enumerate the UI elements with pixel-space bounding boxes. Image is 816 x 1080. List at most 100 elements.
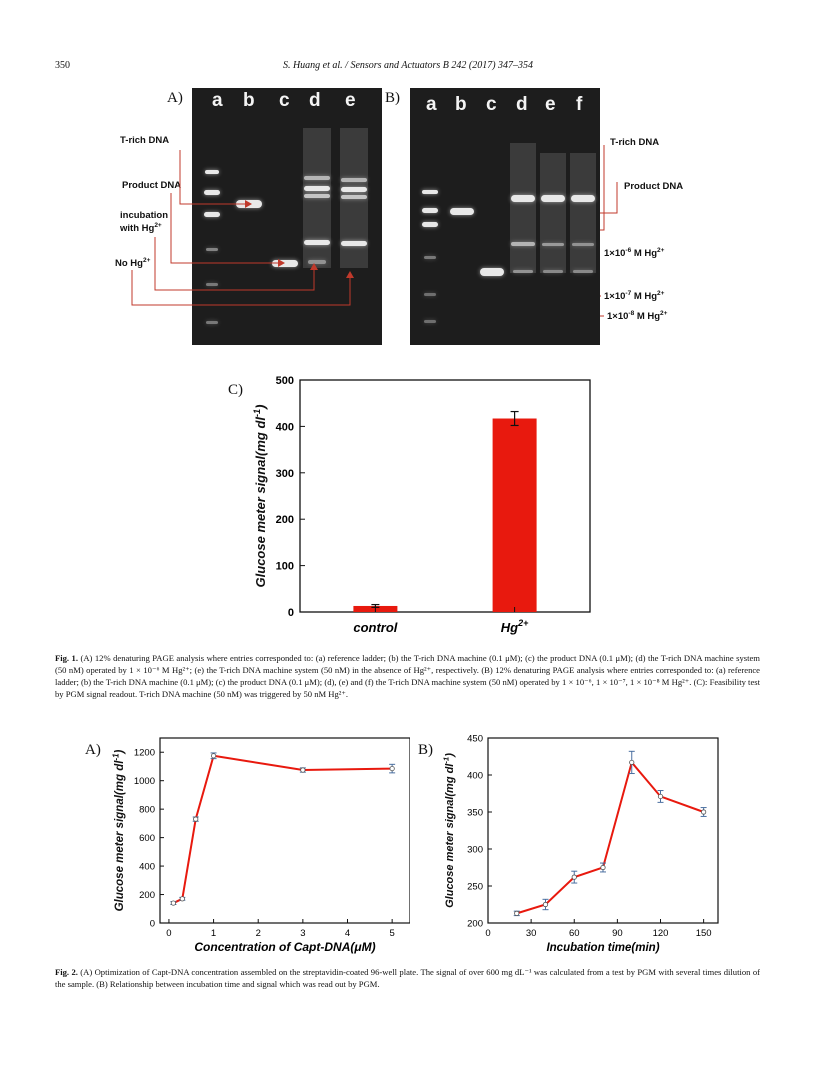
x-tick-label: 30	[526, 928, 537, 939]
gel-band	[205, 170, 219, 174]
fig1-gel-b: a b c d e f	[410, 88, 600, 345]
gel-b-lane-label: e	[545, 94, 556, 115]
y-tick-label: 400	[139, 862, 155, 873]
gel-smear	[570, 153, 596, 273]
data-point	[600, 864, 606, 871]
gel-band	[542, 243, 564, 246]
data-point	[193, 816, 199, 822]
gel-b-lane-label: b	[455, 94, 467, 115]
gel-band	[304, 186, 330, 191]
gel-b-label-conc-1: 1×10-6 M Hg2+	[604, 247, 665, 260]
plot-frame	[299, 379, 591, 613]
y-axis-label: Glucose meter signal(mg dl-1)	[111, 749, 126, 911]
gel-band	[341, 195, 367, 199]
fig2-panel-a-letter: A)	[85, 742, 101, 758]
y-tick-label: 200	[467, 919, 483, 930]
y-tick-label: 100	[276, 561, 294, 573]
x-tick-label: 4	[345, 928, 350, 939]
y-tick-label: 0	[150, 919, 155, 930]
y-tick-label: 600	[139, 833, 155, 844]
gel-band	[341, 241, 367, 246]
gel-band	[511, 242, 535, 246]
gel-band	[304, 240, 330, 245]
x-tick-label: 90	[612, 928, 623, 939]
x-tick-label: 3	[300, 928, 305, 939]
data-point	[300, 767, 306, 773]
gel-band	[204, 212, 220, 217]
fig2-panel-b-letter: B)	[418, 742, 433, 758]
gel-a-label-incubation-2: with Hg2+	[120, 222, 162, 235]
gel-band	[206, 283, 218, 286]
x-axis-label: Concentration of Capt-DNA(μM)	[194, 940, 375, 954]
x-tick-label: control	[353, 620, 397, 635]
gel-band	[573, 270, 593, 273]
gel-a-lane-label: d	[309, 90, 321, 111]
gel-band	[204, 190, 220, 195]
x-tick-label: 60	[569, 928, 580, 939]
gel-a-label-no-hg: No Hg2+	[115, 257, 151, 270]
gel-band	[206, 248, 218, 251]
y-tick-label: 400	[467, 771, 483, 782]
gel-b-label-conc-2: 1×10-7 M Hg2+	[604, 290, 665, 303]
data-point	[657, 793, 664, 800]
data-point	[179, 896, 185, 902]
data-point	[170, 900, 176, 906]
y-axis-label: Glucose meter signal(mg dl-1)	[252, 405, 268, 588]
gel-a-label-incubation-1: incubation	[120, 210, 169, 221]
y-tick-label: 200	[276, 514, 294, 526]
data-point	[571, 874, 577, 880]
gel-band	[513, 270, 533, 273]
gel-band	[422, 190, 438, 194]
gel-band	[424, 256, 436, 259]
fig2-caption: Fig. 2. (A) Optimization of Capt-DNA con…	[55, 967, 760, 989]
gel-band	[308, 260, 326, 264]
x-tick-label: 0	[485, 928, 490, 939]
gel-band	[341, 178, 367, 182]
gel-band	[206, 321, 218, 324]
page-number: 350	[55, 60, 70, 71]
data-point	[389, 765, 395, 772]
gel-smear	[540, 153, 566, 273]
gel-band	[450, 208, 474, 215]
gel-smear	[510, 143, 536, 273]
x-axis-label: Incubation time(min)	[546, 942, 659, 954]
y-tick-label: 500	[276, 375, 294, 387]
x-tick-label: Hg2+	[501, 618, 529, 635]
data-point	[701, 809, 707, 815]
bar	[492, 418, 537, 612]
gel-b-label-t-rich: T-rich DNA	[610, 137, 660, 148]
gel-band	[480, 268, 504, 276]
gel-a-label-t-rich: T-rich DNA	[120, 135, 170, 146]
y-tick-label: 200	[139, 890, 155, 901]
y-tick-label: 300	[467, 845, 483, 856]
gel-band	[543, 270, 563, 273]
gel-band	[341, 187, 367, 192]
fig2a-line-chart: 0 200 400 600 800 1000 1200 0 1 2 3 4 5 Concentration…	[111, 737, 410, 954]
y-tick-label: 800	[139, 805, 155, 816]
gel-b-lane-label: f	[576, 94, 583, 115]
gel-a-label-product: Product DNA	[122, 180, 182, 191]
data-point	[210, 753, 217, 759]
data-point	[542, 901, 549, 908]
data-point	[514, 910, 520, 916]
gel-band	[511, 195, 535, 202]
x-tick-label: 0	[166, 928, 171, 939]
gel-band	[272, 260, 298, 267]
running-head: S. Huang et al. / Sensors and Actuators …	[282, 60, 534, 71]
data-point	[629, 759, 635, 766]
data-line	[172, 754, 393, 904]
y-tick-label: 0	[288, 607, 294, 619]
plot-frame	[487, 737, 719, 924]
plot-frame	[159, 737, 410, 924]
x-tick-label: 5	[389, 928, 394, 939]
x-tick-label: 1	[211, 928, 216, 939]
gel-b-label-conc-3: 1×10-8 M Hg2+	[607, 310, 668, 323]
gel-band	[422, 208, 438, 213]
gel-b-lane-label: c	[486, 94, 497, 115]
fig2b-line-chart: 200 250 300 350 400 450 0 30 60 90 120 150 Incubatio…	[442, 734, 719, 954]
y-tick-label: 1000	[134, 776, 155, 787]
gel-band	[424, 320, 436, 323]
fig1c-bar-chart: 0 100 200 300 400 500 control Hg2+ Glucose meter…	[252, 375, 591, 635]
gel-band	[424, 293, 436, 296]
gel-a-lane-label: c	[279, 90, 290, 111]
